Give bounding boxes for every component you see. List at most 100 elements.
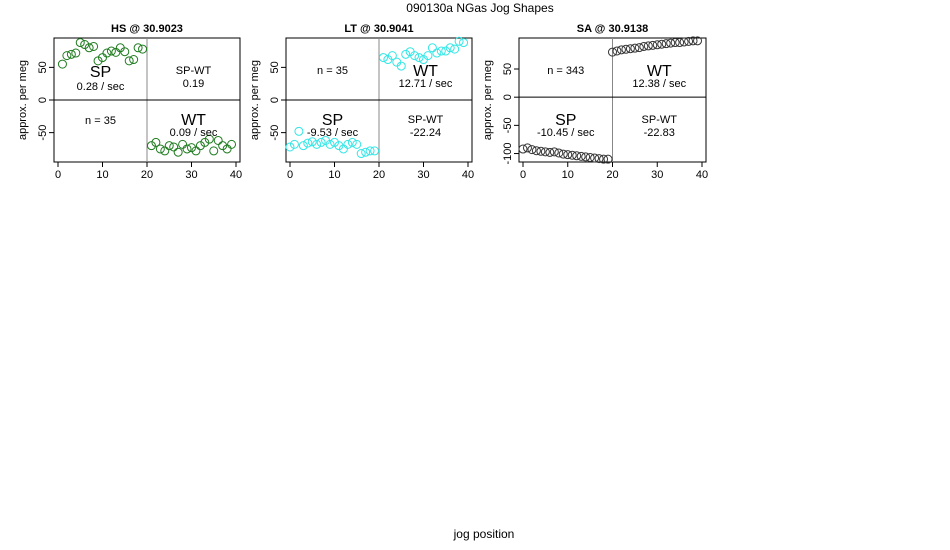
sp-data-point xyxy=(75,38,85,48)
wt-data-point xyxy=(209,146,219,156)
wt-data-point xyxy=(445,43,455,53)
wt-data-point xyxy=(387,51,397,61)
y-tick-label: -100 xyxy=(502,143,514,165)
spwt-value-label: -22.24 xyxy=(410,127,441,139)
sp-rate-label: -9.53 / sec xyxy=(307,127,359,139)
wt-data-point xyxy=(441,46,451,56)
spwt-label: SP-WT xyxy=(408,114,444,126)
sp-data-point xyxy=(594,154,604,164)
x-tick-label: 40 xyxy=(230,169,242,181)
sp-data-point xyxy=(303,138,313,148)
wt-data-point xyxy=(684,36,694,46)
wt-data-point xyxy=(155,144,165,154)
wt-data-point xyxy=(608,47,617,57)
x-tick-label: 40 xyxy=(462,169,474,181)
x-tick-label: 30 xyxy=(417,169,429,181)
x-tick-label: 20 xyxy=(373,169,385,181)
spwt-label: SP-WT xyxy=(176,65,212,77)
sp-data-point xyxy=(102,48,112,58)
sp-label: SP xyxy=(322,112,343,129)
sp-label: SP xyxy=(555,112,576,129)
sp-data-point xyxy=(536,146,546,156)
wt-data-point xyxy=(670,38,680,48)
wt-data-point xyxy=(146,141,156,151)
sp-data-point xyxy=(71,48,81,58)
sp-data-point xyxy=(106,46,116,56)
wt-data-point xyxy=(227,139,237,149)
sp-data-point xyxy=(84,43,94,53)
sp-data-point xyxy=(352,139,362,149)
sp-data-point xyxy=(124,56,134,66)
sp-data-point xyxy=(111,47,121,57)
y-tick-label: 50 xyxy=(37,61,49,73)
sp-label: SP xyxy=(90,64,111,81)
sp-data-point xyxy=(289,139,299,149)
wt-data-point xyxy=(178,139,188,149)
sp-data-point xyxy=(129,55,139,65)
x-tick-label: 0 xyxy=(287,169,293,181)
y-tick-label: -50 xyxy=(37,125,49,141)
wt-data-point xyxy=(401,49,411,59)
n-label: n = 35 xyxy=(85,115,116,127)
wt-data-point xyxy=(436,46,446,56)
sp-data-point xyxy=(531,146,541,156)
wt-data-point xyxy=(459,38,469,48)
wt-data-point xyxy=(432,48,442,58)
spwt-value-label: -22.83 xyxy=(644,127,675,139)
sp-data-point xyxy=(558,149,568,159)
wt-data-point xyxy=(151,137,161,147)
y-tick-label: 50 xyxy=(269,61,281,73)
sp-data-point xyxy=(312,139,322,149)
wt-data-point xyxy=(661,39,671,49)
sp-data-point xyxy=(298,141,308,151)
wt-data-point xyxy=(160,146,170,156)
y-tick-label: -50 xyxy=(502,117,514,133)
sp-data-point xyxy=(563,150,573,160)
wt-data-point xyxy=(657,39,667,49)
sp-data-point xyxy=(554,148,564,158)
x-tick-label: 10 xyxy=(96,169,108,181)
wt-data-point xyxy=(630,43,640,53)
y-axis-label: approx. per meg xyxy=(17,60,29,140)
wt-data-point xyxy=(679,37,689,47)
y-tick-label: -50 xyxy=(269,125,281,141)
x-tick-label: 30 xyxy=(185,169,197,181)
y-axis-label: approx. per meg xyxy=(482,60,494,140)
wt-data-point xyxy=(616,45,626,55)
wt-data-point xyxy=(169,142,179,152)
wt-data-point xyxy=(688,36,698,46)
sp-data-point xyxy=(572,151,582,161)
sp-data-point xyxy=(62,51,72,61)
wt-data-point xyxy=(182,144,192,154)
wt-data-point xyxy=(621,44,631,54)
sp-data-point xyxy=(585,152,595,162)
wt-data-point xyxy=(652,40,662,50)
panel-2-title: LT @ 30.9041 xyxy=(344,23,413,35)
sp-data-point xyxy=(365,146,375,156)
y-axis-label: approx. per meg xyxy=(249,60,261,140)
wt-data-point xyxy=(414,53,424,63)
wt-label: WT xyxy=(181,112,206,129)
wt-data-point xyxy=(173,147,183,157)
sp-data-point xyxy=(307,137,317,147)
sp-data-point xyxy=(581,152,591,162)
sp-data-point xyxy=(57,59,67,69)
wt-data-point xyxy=(410,51,420,61)
wt-label: WT xyxy=(413,63,438,80)
x-tick-label: 20 xyxy=(606,169,618,181)
y-tick-label: 0 xyxy=(269,97,281,103)
wt-rate-label: 12.71 / sec xyxy=(399,78,453,90)
sp-data-point xyxy=(361,147,371,157)
sp-data-point xyxy=(576,151,586,161)
sp-data-point xyxy=(66,49,76,59)
sp-data-point xyxy=(370,146,380,156)
y-tick-label: 50 xyxy=(502,63,514,75)
wt-data-point xyxy=(625,44,635,54)
sp-data-point xyxy=(518,144,528,154)
sp-data-point xyxy=(316,137,326,147)
sp-data-point xyxy=(133,43,143,53)
sp-data-point xyxy=(603,154,613,164)
n-label: n = 35 xyxy=(317,65,348,77)
sp-data-point xyxy=(138,44,148,54)
